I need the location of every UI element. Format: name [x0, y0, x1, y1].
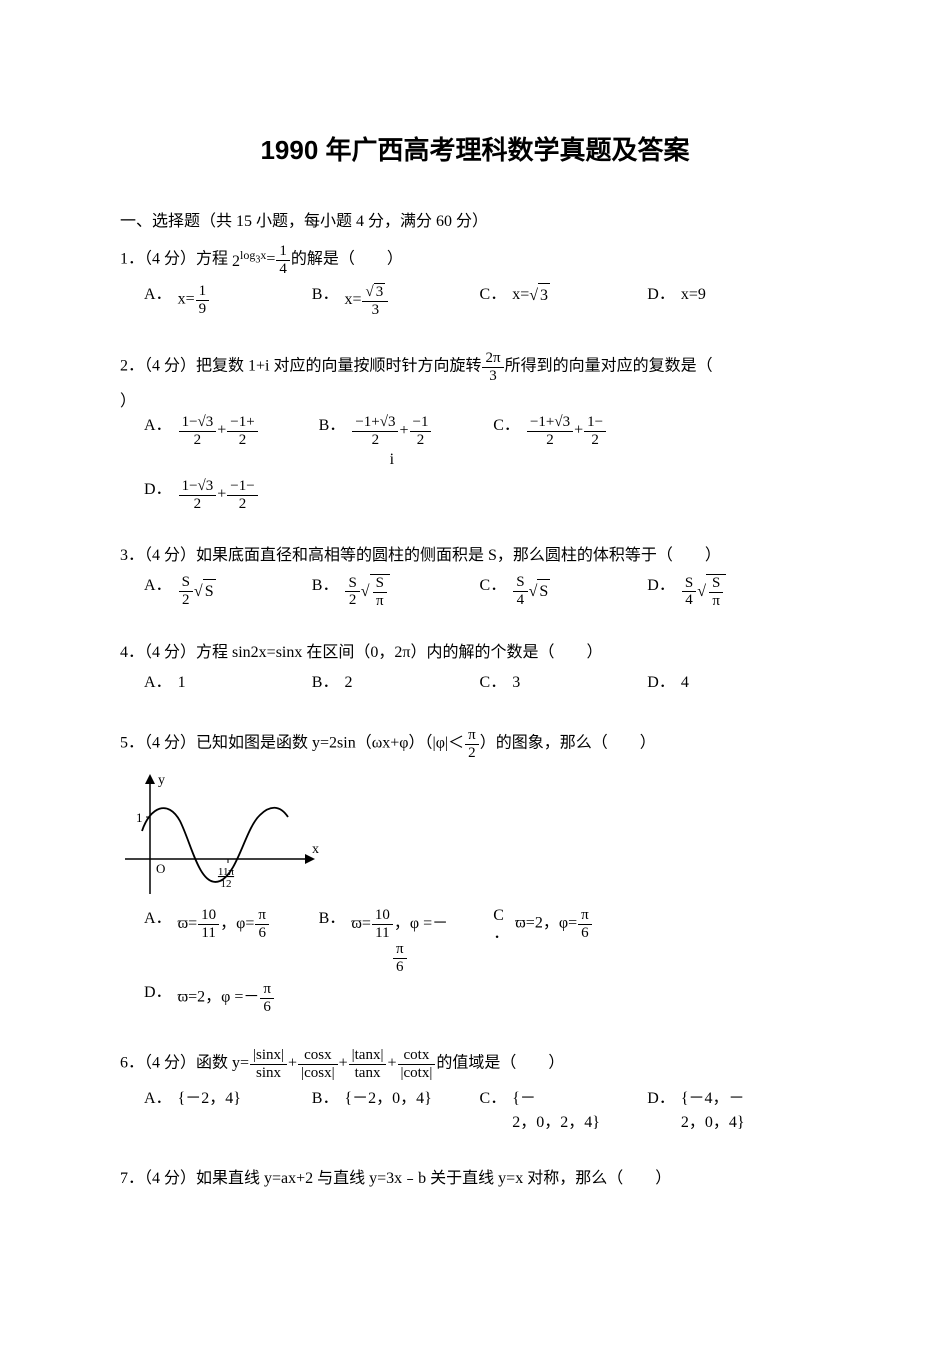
q1-a-frac: 19 — [196, 283, 210, 317]
q2-rot-frac: 2π3 — [482, 350, 503, 384]
svg-text:O: O — [156, 861, 165, 876]
q5-opt-a: A． ϖ=1011，φ=π6 — [144, 907, 309, 975]
q2-opt-d: D． 1−√32+−1−2 — [144, 478, 309, 512]
q3-opt-b: B． S2Sπ — [312, 574, 470, 609]
q6-opt-c: C．{－2，0，2，4} — [480, 1087, 638, 1135]
opt-label-d: D． — [647, 283, 675, 307]
q6-options: A．{－2，4} B．{－2，0，4} C．{－2，0，2，4} D．{－4，－… — [120, 1087, 830, 1141]
q5-opt-d: D． ϖ=2，φ =－π6 — [144, 981, 309, 1015]
opt-label-a: A． — [144, 283, 172, 307]
q1-stem-prefix: 1．（4 分）方程 — [120, 251, 232, 268]
q2-b-tail: i — [351, 448, 432, 472]
section-heading: 一、选择题（共 15 小题，每小题 4 分，满分 60 分） — [120, 207, 830, 231]
q1-opt-c: C． x=3 — [480, 283, 638, 318]
q2-stem-b: 所得到的向量对应的复数是（ — [505, 358, 713, 375]
q5-opt-b: B． ϖ=1011，φ =－ π6 — [319, 907, 484, 975]
question-5: 5．（4 分）已知如图是函数 y=2sin（ωx+φ）（|φ|＜π2）的图象，那… — [120, 727, 830, 1021]
q5-options: A． ϖ=1011，φ=π6 B． ϖ=1011，φ =－ π6 C ． ϖ=2… — [120, 907, 830, 1021]
q1-a-pre: x= — [178, 291, 195, 308]
svg-text:1: 1 — [136, 810, 143, 825]
q4-stem: 4．（4 分）方程 sin2x=sinx 在区间（0，2π）内的解的个数是（ ） — [120, 641, 830, 665]
q6-stem-a: 6．（4 分）函数 y= — [120, 1055, 249, 1072]
q3-opt-c: C． S4S — [480, 574, 638, 609]
q1-options: A． x=19 B． x=33 C． x=3 D． x=9 — [120, 283, 830, 324]
q1-rhs-num: 1 — [276, 243, 290, 261]
opt-label-b: B． — [312, 283, 339, 307]
question-2: 2．（4 分）把复数 1+i 对应的向量按顺时针方向旋转2π3所得到的向量对应的… — [120, 350, 830, 518]
q4-options: A．1 B．2 C．3 D．4 — [120, 671, 830, 701]
q7-stem: 7．（4 分）如果直线 y=ax+2 与直线 y=3x﹣b 关于直线 y=x 对… — [120, 1167, 830, 1191]
question-6: 6．（4 分）函数 y=|sinx|sinx+cosx|cosx|+|tanx|… — [120, 1047, 830, 1141]
q3-stem: 3．（4 分）如果底面直径和高相等的圆柱的侧面积是 S，那么圆柱的体积等于（ ） — [120, 544, 830, 568]
q1-c-pre: x= — [512, 286, 529, 303]
q4-opt-c: C．3 — [480, 671, 638, 695]
q3-opt-d: D． S4Sπ — [647, 574, 805, 609]
question-7: 7．（4 分）如果直线 y=ax+2 与直线 y=3x﹣b 关于直线 y=x 对… — [120, 1167, 830, 1191]
q4-opt-a: A．1 — [144, 671, 302, 695]
q2-opt-a: A． 1−√32+−1+2 — [144, 414, 309, 472]
q2-stem: 2．（4 分）把复数 1+i 对应的向量按顺时针方向旋转2π3所得到的向量对应的… — [120, 350, 830, 384]
q5-opt-c: C ． ϖ=2，φ=π6 — [493, 907, 658, 975]
q2-opt-c: C． −1+√32+1−2 — [493, 414, 658, 472]
q1-expr: 2log3x — [232, 253, 266, 270]
question-1: 1．（4 分）方程 2log3x=14的解是（ ） A． x=19 B． x=3… — [120, 243, 830, 324]
svg-text:y: y — [158, 773, 165, 788]
q3-options: A． S2S B． S2Sπ C． S4S D． S4Sπ — [120, 574, 830, 615]
q2-options: A． 1−√32+−1+2 B． −1+√32+−12 i C． −1+√32+… — [120, 414, 830, 518]
q6-opt-a: A．{－2，4} — [144, 1087, 302, 1135]
q4-opt-d: D．4 — [647, 671, 805, 695]
sine-graph: yx1O11π12 — [120, 769, 320, 899]
q6-stem-b: 的值域是（ ） — [436, 1055, 564, 1072]
q5-stem-a: 5．（4 分）已知如图是函数 y=2sin（ωx+φ）（|φ|＜ — [120, 735, 464, 752]
q6-opt-b: B．{－2，0，4} — [312, 1087, 470, 1135]
svg-text:x: x — [312, 842, 319, 857]
question-3: 3．（4 分）如果底面直径和高相等的圆柱的侧面积是 S，那么圆柱的体积等于（ ）… — [120, 544, 830, 615]
q5-stem-b: ）的图象，那么（ ） — [480, 735, 656, 752]
q2-stem-a: 2．（4 分）把复数 1+i 对应的向量按顺时针方向旋转 — [120, 358, 481, 375]
q1-opt-d: D． x=9 — [647, 283, 805, 318]
opt-label-c: C． — [480, 283, 507, 307]
q1-opt-b: B． x=33 — [312, 283, 470, 318]
page-title: 1990 年广西高考理科数学真题及答案 — [120, 130, 830, 167]
q1-d-body: x=9 — [681, 283, 706, 307]
q2-close: ） — [120, 390, 830, 414]
q1-rhs-den: 4 — [276, 261, 290, 278]
q4-opt-b: B．2 — [312, 671, 470, 695]
q5-stem: 5．（4 分）已知如图是函数 y=2sin（ωx+φ）（|φ|＜π2）的图象，那… — [120, 727, 830, 761]
exam-page: 1990 年广西高考理科数学真题及答案 一、选择题（共 15 小题，每小题 4 … — [0, 0, 950, 1277]
q5-figure: yx1O11π12 — [120, 769, 830, 899]
q3-opt-a: A． S2S — [144, 574, 302, 609]
q1-rhs-frac: 14 — [276, 243, 290, 277]
q6-stem: 6．（4 分）函数 y=|sinx|sinx+cosx|cosx|+|tanx|… — [120, 1047, 830, 1081]
q6-opt-d: D．{－4，－2，0，4} — [647, 1087, 805, 1135]
q1-log: log — [240, 248, 255, 262]
question-4: 4．（4 分）方程 sin2x=sinx 在区间（0，2π）内的解的个数是（ ）… — [120, 641, 830, 701]
q1-stem: 1．（4 分）方程 2log3x=14的解是（ ） — [120, 243, 830, 277]
q1-base: 2 — [232, 253, 240, 270]
q1-b-pre: x= — [344, 291, 361, 308]
q1-stem-suffix: 的解是（ ） — [291, 251, 403, 268]
q1-b-frac: 33 — [362, 283, 388, 318]
q1-eq: = — [266, 251, 275, 268]
q1-opt-a: A． x=19 — [144, 283, 302, 318]
q2-opt-b: B． −1+√32+−12 i — [319, 414, 484, 472]
